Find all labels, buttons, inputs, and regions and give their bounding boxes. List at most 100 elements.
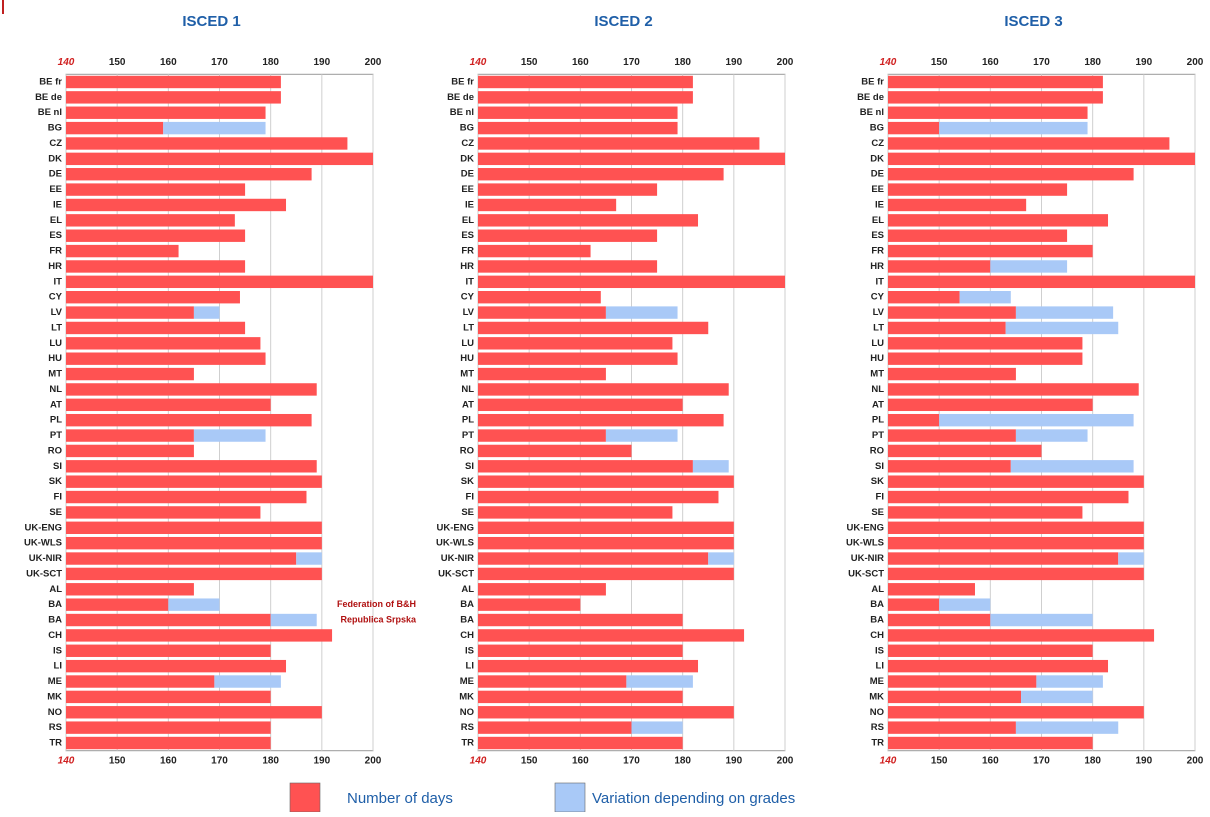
category-label: IT	[876, 276, 885, 287]
bar	[478, 367, 606, 381]
bar	[888, 475, 1144, 488]
bar	[478, 644, 683, 657]
category-label: UK-NIR	[29, 553, 62, 564]
category-label: UK-ENG	[25, 522, 62, 533]
category-label: EL	[462, 215, 474, 226]
category-label: SE	[871, 507, 884, 518]
category-label: CY	[461, 292, 475, 303]
x-tick-label: 170	[211, 755, 228, 766]
x-tick-label: 180	[1084, 755, 1101, 766]
bar	[478, 475, 734, 488]
category-label: BA	[870, 615, 884, 626]
legend-label: Variation depending on grades	[592, 790, 795, 807]
bar	[66, 121, 164, 135]
bar	[478, 583, 606, 596]
category-label: IS	[875, 645, 884, 656]
category-label: DK	[48, 153, 62, 164]
category-label: PT	[50, 430, 62, 441]
bar	[66, 137, 348, 150]
bar	[888, 137, 1170, 150]
category-label: SK	[871, 476, 884, 487]
bar	[888, 367, 1016, 381]
variation-bar	[296, 552, 322, 565]
x-tick-label: 200	[1187, 755, 1204, 766]
x-tick-label: 160	[982, 57, 999, 68]
x-tick-label: 200	[777, 57, 794, 68]
category-label: LV	[51, 307, 63, 318]
x-tick-label: 140	[58, 57, 75, 68]
variation-bar	[605, 306, 678, 319]
category-label: BA	[48, 615, 62, 626]
corner-mark	[2, 0, 4, 14]
x-tick-label: 160	[572, 755, 589, 766]
category-label: NL	[871, 384, 884, 395]
category-label: BG	[460, 123, 474, 134]
bar	[888, 552, 1119, 565]
bar	[478, 552, 709, 565]
category-label: CH	[48, 630, 62, 641]
x-tick-label: 160	[572, 57, 589, 68]
category-label: NL	[49, 384, 62, 395]
bar	[66, 352, 266, 365]
category-label: PL	[50, 415, 62, 426]
bar	[66, 490, 307, 504]
bar	[888, 306, 1016, 319]
category-label: EE	[871, 184, 884, 195]
category-label: EL	[50, 215, 62, 226]
bar	[478, 291, 601, 304]
chart-title: ISCED 3	[1004, 13, 1062, 30]
category-label: HR	[48, 261, 62, 272]
bar	[478, 429, 606, 442]
variation-bar	[1021, 690, 1093, 704]
x-tick-label: 150	[109, 57, 126, 68]
bar	[478, 690, 683, 704]
category-label: NL	[461, 384, 474, 395]
category-label: AT	[50, 399, 62, 410]
chart-title: ISCED 2	[594, 13, 652, 30]
variation-bar	[990, 613, 1093, 627]
category-label: BA	[460, 599, 474, 610]
bar	[888, 536, 1144, 550]
x-tick-label: 200	[365, 755, 382, 766]
bar	[66, 198, 287, 212]
bar	[888, 490, 1129, 504]
x-tick-label: 160	[982, 755, 999, 766]
category-label: TR	[461, 738, 474, 749]
bar	[478, 198, 617, 212]
category-label: EL	[872, 215, 884, 226]
x-tick-label: 150	[109, 755, 126, 766]
category-label: IS	[53, 645, 62, 656]
category-label: HU	[48, 353, 62, 364]
x-tick-label: 170	[1033, 755, 1050, 766]
category-label: BE fr	[451, 77, 474, 88]
bar	[888, 260, 991, 273]
bar	[478, 398, 683, 412]
bar	[478, 383, 729, 396]
category-label: BE nl	[450, 107, 474, 118]
variation-bar	[708, 552, 734, 565]
bar	[478, 598, 581, 611]
bar	[478, 659, 699, 673]
category-label: FR	[461, 246, 474, 257]
category-label: LI	[876, 661, 884, 672]
bar	[888, 613, 991, 627]
category-label: BE de	[857, 92, 884, 103]
variation-bar	[959, 291, 1011, 304]
bar	[66, 398, 271, 412]
x-tick-label: 150	[521, 755, 538, 766]
category-label: SE	[461, 507, 474, 518]
bar	[66, 598, 169, 611]
legend-swatch	[554, 782, 586, 813]
variation-bar	[1036, 675, 1103, 688]
bar	[888, 460, 1011, 473]
category-label: FI	[466, 492, 474, 503]
bar	[478, 152, 785, 166]
category-label: UK-ENG	[847, 522, 884, 533]
category-label: LU	[49, 338, 62, 349]
category-label: UK-ENG	[437, 522, 474, 533]
category-label: AL	[461, 584, 474, 595]
category-label: LT	[463, 322, 474, 333]
bar	[66, 275, 373, 289]
bar	[66, 460, 317, 473]
category-label: NO	[460, 707, 474, 718]
